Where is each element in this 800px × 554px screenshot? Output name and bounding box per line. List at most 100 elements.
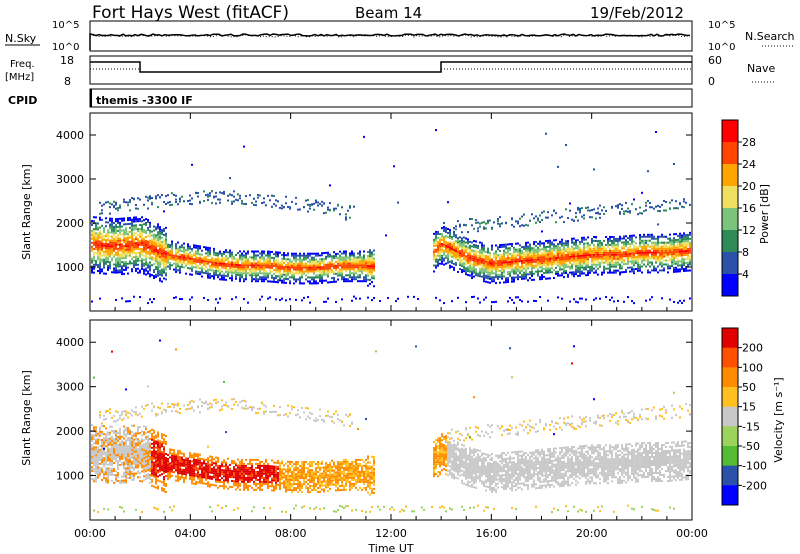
data-cell xyxy=(643,249,645,252)
data-cell xyxy=(121,445,123,448)
data-cell xyxy=(589,252,591,255)
data-cell xyxy=(155,254,157,257)
data-cell xyxy=(359,254,361,257)
data-cell xyxy=(123,241,125,244)
data-cell xyxy=(681,254,683,257)
data-cell xyxy=(133,266,135,269)
data-cell xyxy=(451,255,453,258)
data-cell xyxy=(115,440,117,443)
data-cell xyxy=(533,266,535,269)
data-cell xyxy=(261,252,263,255)
data-cell xyxy=(111,455,113,458)
data-cell xyxy=(539,270,541,273)
data-cell xyxy=(281,275,283,278)
data-cell xyxy=(247,252,249,255)
data-cell xyxy=(567,240,569,243)
data-cell xyxy=(209,251,211,254)
data-cell xyxy=(435,256,437,259)
data-cell xyxy=(115,235,117,238)
data-cell xyxy=(373,257,375,260)
data-cell xyxy=(223,272,225,275)
data-cell xyxy=(357,266,359,269)
data-cell xyxy=(253,266,255,269)
data-cell xyxy=(483,276,485,279)
data-cell xyxy=(321,274,323,277)
data-cell xyxy=(525,253,527,256)
nsky-tick-top: 10^5 xyxy=(52,20,79,31)
data-cell xyxy=(485,280,487,283)
data-cell xyxy=(211,267,213,270)
data-cell xyxy=(321,277,323,280)
data-cell xyxy=(217,260,219,263)
data-cell xyxy=(583,250,585,253)
data-cell xyxy=(143,203,145,206)
data-cell xyxy=(629,270,631,273)
data-cell xyxy=(121,461,123,464)
data-cell xyxy=(131,460,133,463)
data-cell xyxy=(145,224,147,227)
data-cell xyxy=(441,250,443,253)
data-cell xyxy=(689,259,691,262)
data-cell xyxy=(227,251,229,254)
data-cell xyxy=(359,264,361,267)
data-cell xyxy=(513,260,515,263)
data-cell xyxy=(335,207,337,210)
data-cell xyxy=(449,242,451,245)
data-cell xyxy=(649,249,651,252)
data-cell xyxy=(243,298,245,301)
data-cell xyxy=(107,431,109,434)
data-cell xyxy=(101,209,103,212)
data-cell xyxy=(113,229,115,232)
data-cell xyxy=(251,256,253,259)
data-cell xyxy=(127,230,129,233)
data-cell xyxy=(435,260,437,263)
data-cell xyxy=(131,438,133,441)
data-cell xyxy=(135,246,137,249)
data-cell xyxy=(117,450,119,453)
data-cell xyxy=(659,259,661,262)
data-cell xyxy=(435,248,437,251)
data-cell xyxy=(91,444,93,447)
data-cell xyxy=(517,270,519,273)
data-cell xyxy=(503,255,505,258)
data-cell xyxy=(493,276,495,279)
data-cell xyxy=(555,247,557,250)
data-cell xyxy=(173,254,175,257)
data-cell xyxy=(211,263,213,266)
data-cell xyxy=(107,245,109,248)
data-cell xyxy=(97,252,99,255)
data-cell xyxy=(453,243,455,246)
data-cell xyxy=(131,240,133,243)
data-cell xyxy=(471,251,473,254)
data-cell xyxy=(577,261,579,264)
data-cell xyxy=(99,426,101,429)
data-cell xyxy=(227,259,229,262)
data-cell xyxy=(671,259,673,262)
data-cell xyxy=(225,263,227,266)
data-cell xyxy=(105,451,107,454)
data-cell xyxy=(189,298,191,301)
data-cell xyxy=(129,476,131,479)
colorbar-cell xyxy=(722,164,738,187)
data-cell xyxy=(611,205,613,208)
data-cell xyxy=(369,282,371,285)
data-cell xyxy=(101,260,103,263)
data-cell xyxy=(115,450,117,453)
data-cell xyxy=(133,232,135,235)
data-cell xyxy=(271,270,273,273)
data-cell xyxy=(241,254,243,257)
data-cell xyxy=(541,274,543,277)
data-cell xyxy=(605,235,607,238)
data-cell xyxy=(131,268,133,271)
data-cell xyxy=(543,264,545,267)
data-cell xyxy=(233,261,235,264)
data-cell xyxy=(475,244,477,247)
data-cell xyxy=(133,256,135,259)
data-cell xyxy=(529,255,531,258)
data-cell xyxy=(515,258,517,261)
data-cell xyxy=(285,273,287,276)
data-cell xyxy=(321,270,323,273)
data-cell xyxy=(123,475,125,478)
data-cell xyxy=(657,247,659,250)
data-cell xyxy=(515,276,517,279)
